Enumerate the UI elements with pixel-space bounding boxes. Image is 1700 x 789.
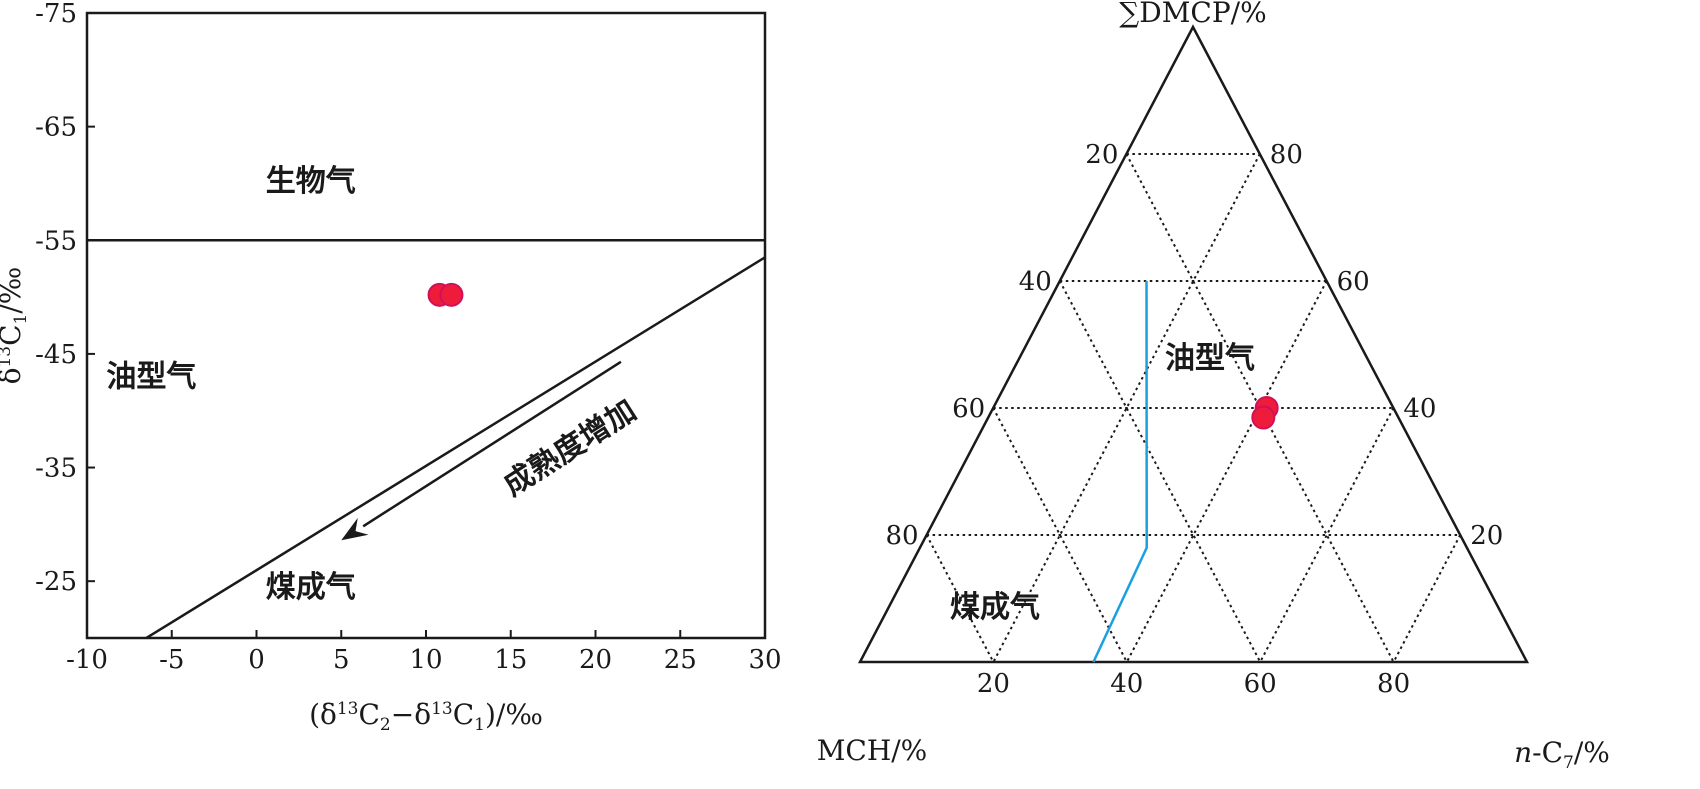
y-tick-label: -25 xyxy=(35,567,77,597)
y-tick-label: -35 xyxy=(35,454,77,484)
bottom-edge-tick-label: 60 xyxy=(1244,669,1277,699)
maturity-arrow xyxy=(341,360,622,541)
x-tick-label: 25 xyxy=(664,645,697,675)
ternary-chart: 20 40 60 80 80 60 40 20 20 40 60 80 ∑DMCP/% MCH/% n… xyxy=(817,0,1610,773)
gridline-nc7 xyxy=(1392,534,1462,663)
x-tick-label: -10 xyxy=(66,645,108,675)
top-axis-title: ∑DMCP/% xyxy=(1119,0,1266,29)
data-point xyxy=(439,282,464,307)
maturity-arrow-head xyxy=(341,517,369,541)
left-edge-tick-label: 20 xyxy=(1085,140,1118,170)
region-label-oil-type: 油型气 xyxy=(1165,341,1255,376)
left-edge-tick-label: 80 xyxy=(886,521,919,551)
ternary-frame xyxy=(857,24,1530,664)
right-edge-tick-label: 40 xyxy=(1403,394,1436,424)
right-edge-tick-label: 80 xyxy=(1270,140,1303,170)
x-tick-label: 5 xyxy=(333,645,350,675)
y-tick-label: -45 xyxy=(35,340,77,370)
left-axis-title: MCH/% xyxy=(817,734,928,767)
y-axis-title: δ13C1/‰ xyxy=(0,267,31,385)
gridline-nc7 xyxy=(1125,280,1328,663)
oil-coal-boundary-line xyxy=(1092,280,1148,663)
y-tick-label: -65 xyxy=(35,113,77,143)
bottom-edge-tick-label: 20 xyxy=(977,669,1010,699)
maturity-arrow-shaft xyxy=(362,360,622,528)
left-edge-tick-label: 40 xyxy=(1019,267,1052,297)
x-tick-label: 30 xyxy=(748,645,781,675)
right-edge-tick-label: 60 xyxy=(1337,267,1370,297)
x-tick-label: 0 xyxy=(248,645,265,675)
region-label-biogenic: 生物气 xyxy=(266,164,356,199)
x-tick-label: -5 xyxy=(159,645,184,675)
x-tick-label: 15 xyxy=(494,645,527,675)
y-tick-label: -75 xyxy=(35,0,77,29)
x-tick-label: 20 xyxy=(579,645,612,675)
data-point xyxy=(1251,405,1276,430)
oil-coal-boundary-line xyxy=(145,256,766,640)
bottom-edge-tick-label: 80 xyxy=(1377,669,1410,699)
gridline-mch xyxy=(1058,280,1262,663)
bottom-edge-tick-label: 40 xyxy=(1110,669,1143,699)
region-label-coal-type: 煤成气 xyxy=(950,590,1040,625)
region-label-coal-type: 煤成气 xyxy=(266,570,356,605)
isotope-scatter-chart: -10 -5 0 5 10 15 20 25 30 -75 -65 -55 -45 -35 -25 (δ1… xyxy=(0,0,782,735)
x-axis-title: (δ13C2−δ13C1)/‰ xyxy=(309,698,543,735)
right-edge-tick-label: 20 xyxy=(1470,521,1503,551)
plot-frame xyxy=(85,11,767,640)
x-tick-label: 10 xyxy=(409,645,442,675)
left-edge-tick-label: 60 xyxy=(952,394,985,424)
region-label-oil-type: 油型气 xyxy=(106,360,196,395)
right-axis-title: n-C7/% xyxy=(1514,736,1610,773)
y-tick-label: -55 xyxy=(35,226,77,256)
